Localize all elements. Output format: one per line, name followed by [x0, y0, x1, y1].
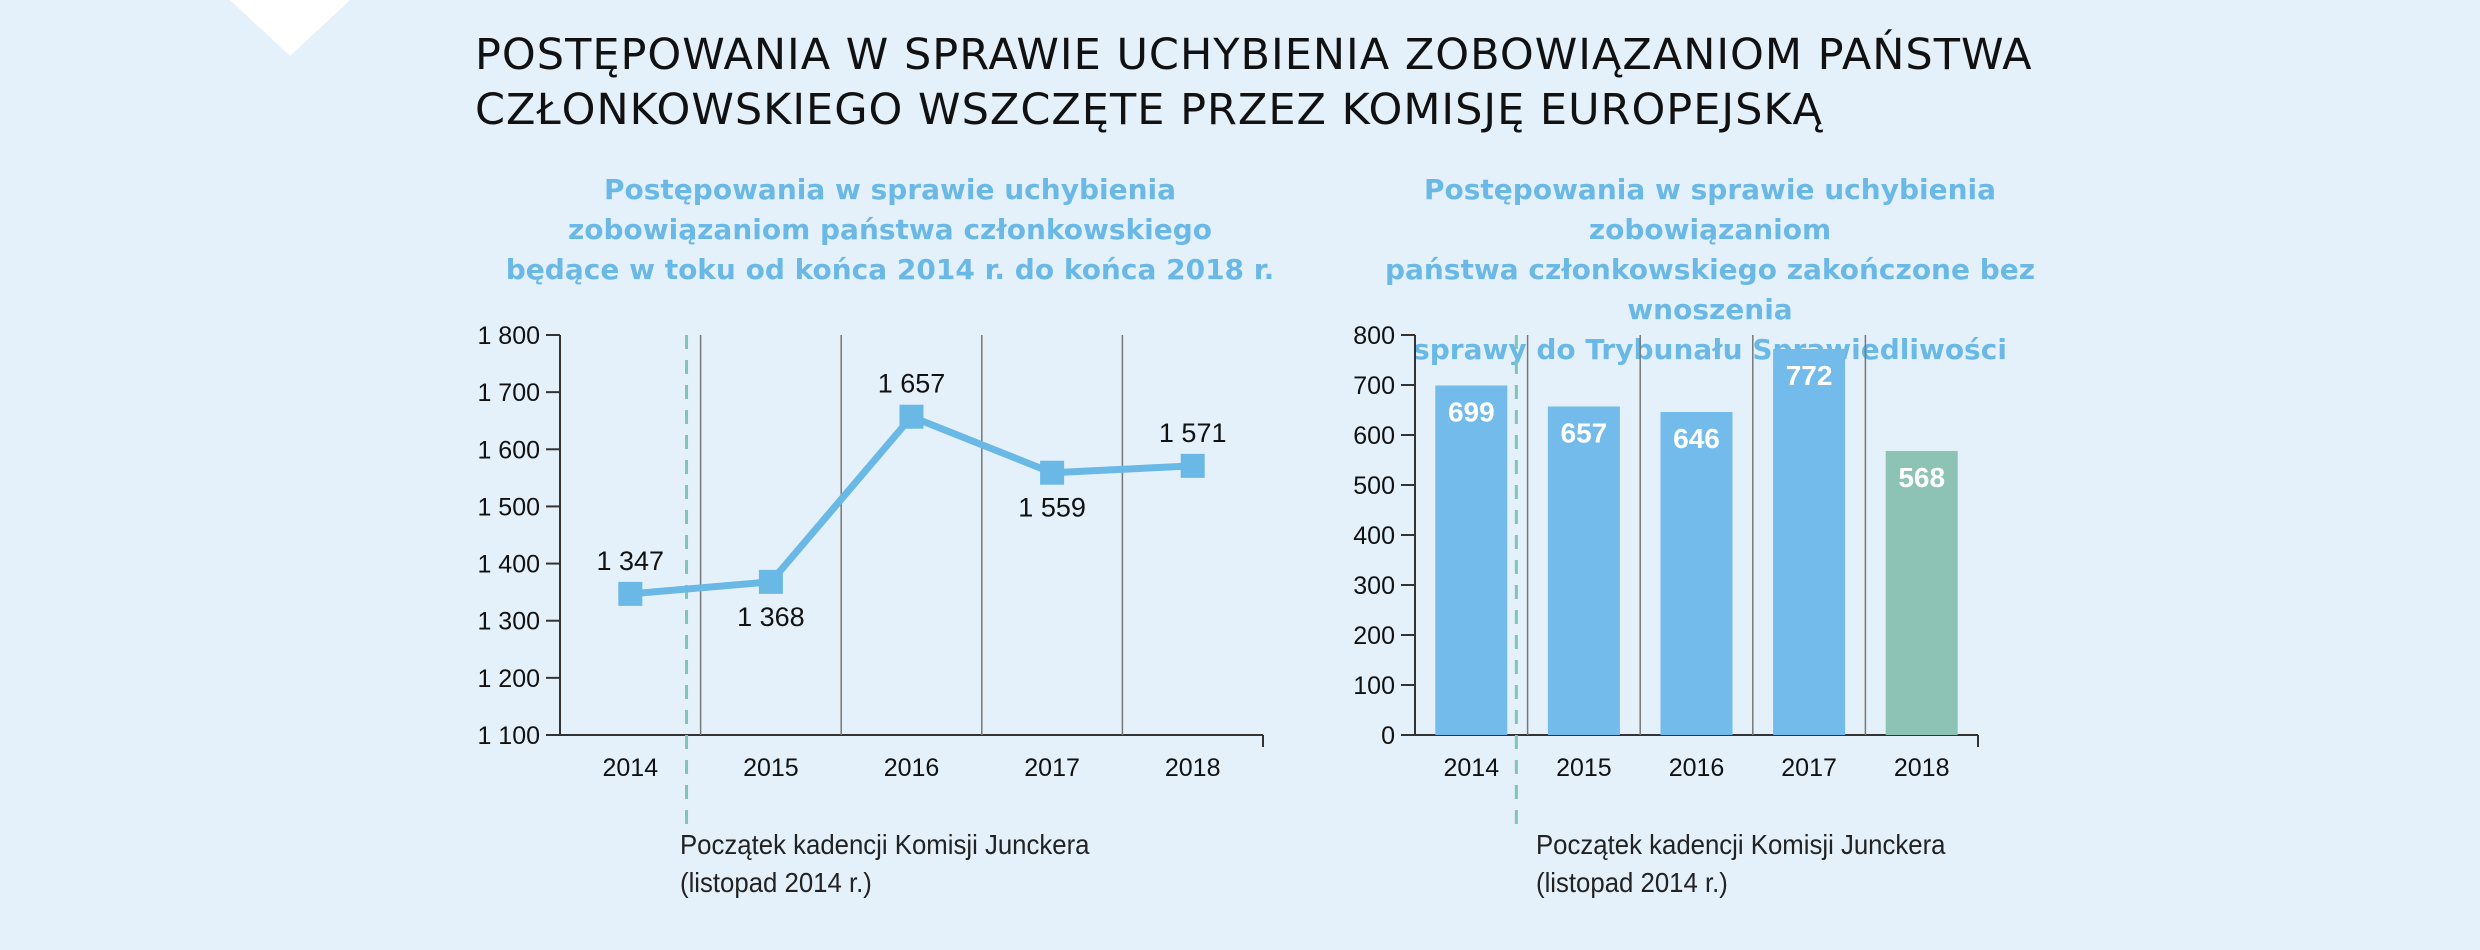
line-chart-value-label: 1 657: [878, 369, 946, 399]
bar-chart-value-label: 646: [1673, 423, 1720, 454]
line-chart-x-tick-label: 2016: [884, 754, 940, 782]
bar-chart-value-label: 657: [1561, 418, 1608, 449]
line-chart-point: [1180, 453, 1205, 478]
bar-chart-y-tick-label: 700: [1353, 372, 1395, 400]
bar-chart-x-tick-label: 2018: [1894, 754, 1950, 782]
bar-chart-bar: [1547, 406, 1620, 735]
bar-chart-bar: [1660, 412, 1733, 735]
bar-chart-x-tick-label: 2015: [1556, 754, 1612, 782]
line-chart-point: [1040, 460, 1065, 485]
bar-chart-x-tick-label: 2017: [1781, 754, 1837, 782]
bar-chart-y-tick-label: 200: [1353, 622, 1395, 650]
line-chart-x-tick-label: 2018: [1165, 754, 1221, 782]
line-chart-value-label: 1 347: [597, 546, 665, 576]
bar-chart-y-tick-label: 400: [1353, 522, 1395, 550]
bar-chart-value-label: 772: [1786, 360, 1833, 391]
bar-chart-y-tick-label: 300: [1353, 572, 1395, 600]
line-chart-x-tick-label: 2017: [1024, 754, 1080, 782]
bar-chart-bar: [1773, 349, 1846, 735]
line-chart-annotation: Początek kadencji Komisji Junckera (list…: [680, 829, 1090, 898]
line-chart-y-tick-label: 1 200: [477, 665, 540, 693]
line-chart-y-tick-label: 1 700: [477, 379, 540, 407]
line-chart-series-line: [630, 413, 1193, 598]
bar-chart-y-tick-label: 600: [1353, 422, 1395, 450]
bar-chart-y-tick-label: 0: [1381, 722, 1395, 750]
page-title: POSTĘPOWANIA W SPRAWIE UCHYBIENIA ZOBOWI…: [475, 30, 2033, 135]
line-chart-y-tick-label: 1 800: [477, 322, 540, 350]
bar-chart-title: Postępowania w sprawie uchybienia zobowi…: [1384, 173, 2036, 366]
bar-chart-y-tick-label: 100: [1353, 672, 1395, 700]
line-chart-value-label: 1 368: [737, 602, 805, 632]
line-chart-value-label: 1 571: [1159, 418, 1227, 448]
line-chart-y-tick-label: 1 500: [477, 493, 540, 521]
line-chart-y-tick-label: 1 400: [477, 551, 540, 579]
line-chart-y-tick-label: 1 100: [477, 722, 540, 750]
line-chart-x-tick-label: 2014: [602, 754, 658, 782]
bar-chart-x-tick-label: 2016: [1669, 754, 1725, 782]
bar-chart-y-tick-label: 500: [1353, 472, 1395, 500]
bar-chart-x-tick-label: 2014: [1443, 754, 1499, 782]
corner-notch-decoration: [230, 0, 350, 56]
line-chart-point: [618, 581, 643, 606]
bar-chart-value-label: 699: [1448, 397, 1495, 428]
bar-chart-annotation: Początek kadencji Komisji Junckera (list…: [1536, 829, 1946, 898]
line-chart-value-label: 1 559: [1018, 493, 1086, 523]
line-chart-x-tick-label: 2015: [743, 754, 799, 782]
line-chart-point: [758, 569, 783, 594]
line-chart-point: [899, 404, 924, 429]
bar-chart-bar: [1885, 451, 1958, 735]
line-chart-y-tick-label: 1 300: [477, 608, 540, 636]
bar-chart-value-label: 568: [1898, 462, 1945, 493]
bar-chart-bar: [1435, 385, 1508, 735]
line-chart-y-tick-label: 1 600: [477, 436, 540, 464]
line-chart-title: Postępowania w sprawie uchybienia zobowi…: [505, 173, 1275, 286]
bar-chart-y-tick-label: 800: [1353, 322, 1395, 350]
